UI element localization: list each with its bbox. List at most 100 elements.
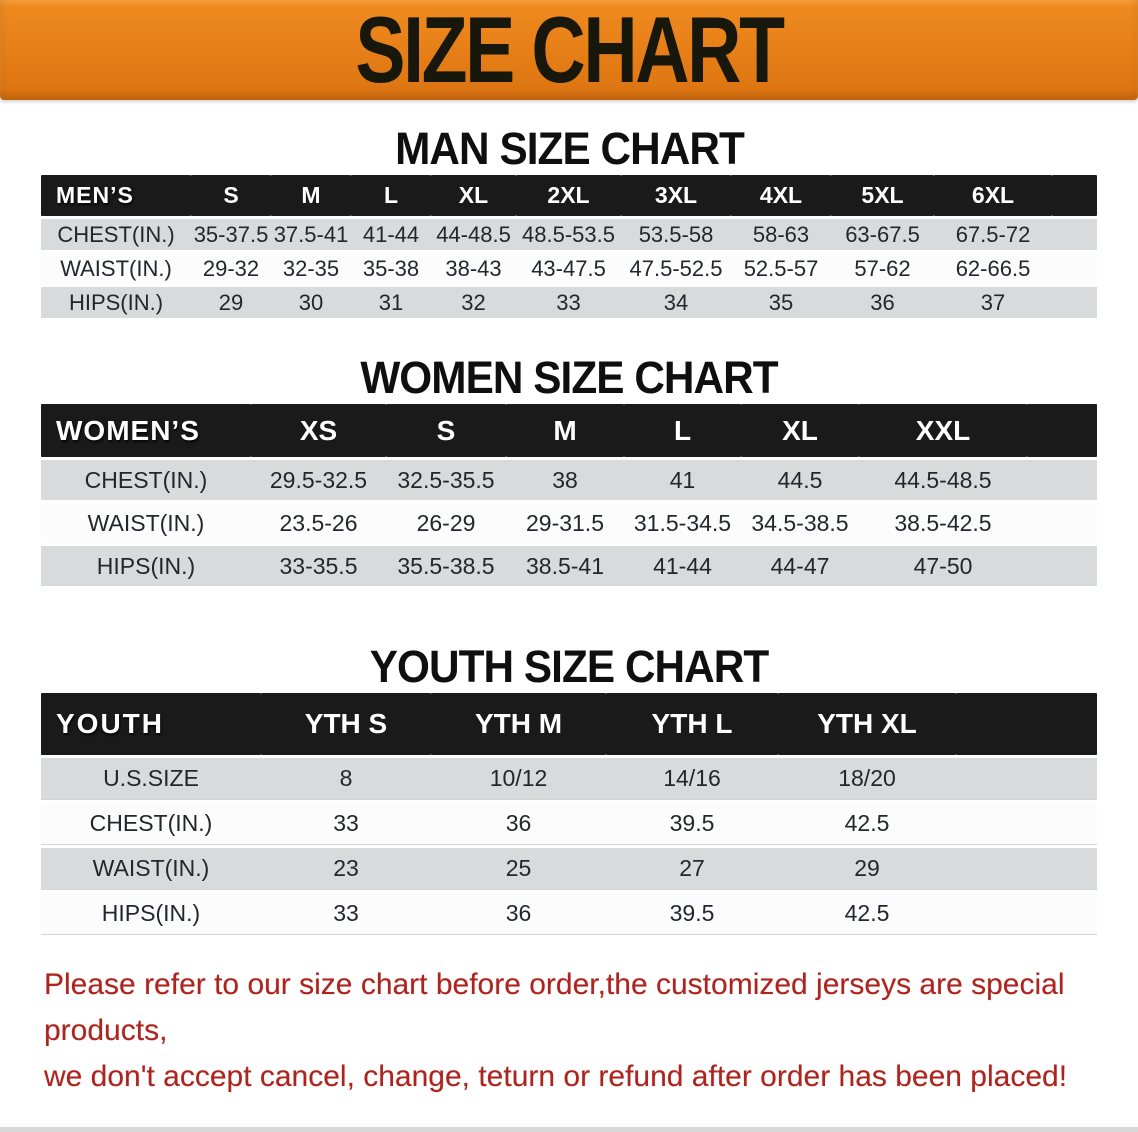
value-cell: 18/20 bbox=[778, 758, 956, 800]
youth-hips-row: HIPS(IN.) 33 36 39.5 42.5 bbox=[41, 893, 1097, 935]
disclaimer-text: Please refer to our size chart before or… bbox=[44, 962, 1114, 1100]
size-header-cell: YTH M bbox=[431, 693, 606, 755]
youth-size-table: YOUTH YTH S YTH M YTH L YTH XL U.S.SIZE … bbox=[41, 690, 1097, 938]
disclaimer-line-2: we don't accept cancel, change, teturn o… bbox=[44, 1060, 1068, 1093]
value-cell: 32-35 bbox=[271, 253, 351, 284]
bottom-edge-strip bbox=[0, 1127, 1138, 1132]
size-header-cell: YTH XL bbox=[778, 693, 956, 755]
pad-cell bbox=[956, 848, 1097, 890]
value-cell: 35.5-38.5 bbox=[386, 546, 506, 586]
mens-header-row: MEN’S S M L XL 2XL 3XL 4XL 5XL 6XL bbox=[41, 175, 1097, 216]
pad-cell bbox=[956, 893, 1097, 935]
pad-cell bbox=[1027, 460, 1097, 500]
value-cell: 42.5 bbox=[778, 803, 956, 845]
value-cell: 33 bbox=[261, 803, 431, 845]
value-cell: 33 bbox=[516, 287, 621, 318]
value-cell: 27 bbox=[606, 848, 778, 890]
value-cell: 30 bbox=[271, 287, 351, 318]
value-cell: 36 bbox=[431, 893, 606, 935]
value-cell: 8 bbox=[261, 758, 431, 800]
size-header-cell: 6XL bbox=[934, 175, 1052, 216]
womens-waist-row: WAIST(IN.) 23.5-26 26-29 29-31.5 31.5-34… bbox=[41, 503, 1097, 543]
header-pad-cell bbox=[956, 693, 1097, 755]
mens-size-table: MEN’S S M L XL 2XL 3XL 4XL 5XL 6XL CHEST… bbox=[41, 172, 1097, 321]
row-label-cell: WAIST(IN.) bbox=[41, 503, 251, 543]
value-cell: 23.5-26 bbox=[251, 503, 386, 543]
row-label-cell: CHEST(IN.) bbox=[41, 460, 251, 500]
value-cell: 41-44 bbox=[624, 546, 741, 586]
value-cell: 67.5-72 bbox=[934, 219, 1052, 250]
value-cell: 38.5-42.5 bbox=[859, 503, 1027, 543]
value-cell: 47-50 bbox=[859, 546, 1027, 586]
value-cell: 44.5-48.5 bbox=[859, 460, 1027, 500]
size-chart-banner: SIZE CHART bbox=[0, 0, 1138, 100]
value-cell: 58-63 bbox=[731, 219, 831, 250]
disclaimer-line-1: Please refer to our size chart before or… bbox=[44, 968, 1065, 1047]
value-cell: 38-43 bbox=[431, 253, 516, 284]
value-cell: 42.5 bbox=[778, 893, 956, 935]
womens-chest-row: CHEST(IN.) 29.5-32.5 32.5-35.5 38 41 44.… bbox=[41, 460, 1097, 500]
womens-corner-label: WOMEN’S bbox=[41, 404, 251, 457]
size-header-cell: 4XL bbox=[731, 175, 831, 216]
size-header-cell: XS bbox=[251, 404, 386, 457]
womens-size-table: WOMEN’S XS S M L XL XXL CHEST(IN.) 29.5-… bbox=[41, 401, 1097, 589]
row-label-cell: HIPS(IN.) bbox=[41, 546, 251, 586]
mens-chest-row: CHEST(IN.) 35-37.5 37.5-41 41-44 44-48.5… bbox=[41, 219, 1097, 250]
value-cell: 29-32 bbox=[191, 253, 271, 284]
pad-cell bbox=[956, 803, 1097, 845]
value-cell: 41 bbox=[624, 460, 741, 500]
youth-header-row: YOUTH YTH S YTH M YTH L YTH XL bbox=[41, 693, 1097, 755]
pad-cell bbox=[1027, 503, 1097, 543]
value-cell: 31 bbox=[351, 287, 431, 318]
value-cell: 38 bbox=[506, 460, 624, 500]
value-cell: 34.5-38.5 bbox=[741, 503, 859, 543]
row-label-cell: HIPS(IN.) bbox=[41, 287, 191, 318]
row-label-cell: CHEST(IN.) bbox=[41, 803, 261, 845]
value-cell: 29-31.5 bbox=[506, 503, 624, 543]
youth-chest-row: CHEST(IN.) 33 36 39.5 42.5 bbox=[41, 803, 1097, 845]
value-cell: 53.5-58 bbox=[621, 219, 731, 250]
value-cell: 36 bbox=[431, 803, 606, 845]
value-cell: 43-47.5 bbox=[516, 253, 621, 284]
value-cell: 37.5-41 bbox=[271, 219, 351, 250]
size-header-cell: M bbox=[271, 175, 351, 216]
size-header-cell: XL bbox=[431, 175, 516, 216]
pad-cell bbox=[1052, 253, 1097, 284]
value-cell: 34 bbox=[621, 287, 731, 318]
row-label-cell: WAIST(IN.) bbox=[41, 253, 191, 284]
value-cell: 39.5 bbox=[606, 893, 778, 935]
value-cell: 62-66.5 bbox=[934, 253, 1052, 284]
youth-section-heading: YOUTH SIZE CHART bbox=[0, 644, 1138, 690]
pad-cell bbox=[1027, 546, 1097, 586]
row-label-cell: WAIST(IN.) bbox=[41, 848, 261, 890]
row-label-cell: U.S.SIZE bbox=[41, 758, 261, 800]
value-cell: 25 bbox=[431, 848, 606, 890]
value-cell: 44.5 bbox=[741, 460, 859, 500]
value-cell: 48.5-53.5 bbox=[516, 219, 621, 250]
men-section-heading: MAN SIZE CHART bbox=[0, 126, 1138, 172]
value-cell: 44-48.5 bbox=[431, 219, 516, 250]
size-header-cell: 5XL bbox=[831, 175, 934, 216]
value-cell: 23 bbox=[261, 848, 431, 890]
size-header-cell: S bbox=[191, 175, 271, 216]
value-cell: 63-67.5 bbox=[831, 219, 934, 250]
mens-corner-label: MEN’S bbox=[41, 175, 191, 216]
value-cell: 33-35.5 bbox=[251, 546, 386, 586]
value-cell: 57-62 bbox=[831, 253, 934, 284]
size-header-cell: YTH S bbox=[261, 693, 431, 755]
value-cell: 35-37.5 bbox=[191, 219, 271, 250]
size-header-cell: 3XL bbox=[621, 175, 731, 216]
value-cell: 10/12 bbox=[431, 758, 606, 800]
value-cell: 39.5 bbox=[606, 803, 778, 845]
header-pad-cell bbox=[1027, 404, 1097, 457]
womens-header-row: WOMEN’S XS S M L XL XXL bbox=[41, 404, 1097, 457]
value-cell: 31.5-34.5 bbox=[624, 503, 741, 543]
mens-hips-row: HIPS(IN.) 29 30 31 32 33 34 35 36 37 bbox=[41, 287, 1097, 318]
men-section-heading-text: MAN SIZE CHART bbox=[394, 123, 745, 174]
size-header-cell: M bbox=[506, 404, 624, 457]
mens-waist-row: WAIST(IN.) 29-32 32-35 35-38 38-43 43-47… bbox=[41, 253, 1097, 284]
row-label-cell: CHEST(IN.) bbox=[41, 219, 191, 250]
value-cell: 32.5-35.5 bbox=[386, 460, 506, 500]
value-cell: 35 bbox=[731, 287, 831, 318]
value-cell: 41-44 bbox=[351, 219, 431, 250]
